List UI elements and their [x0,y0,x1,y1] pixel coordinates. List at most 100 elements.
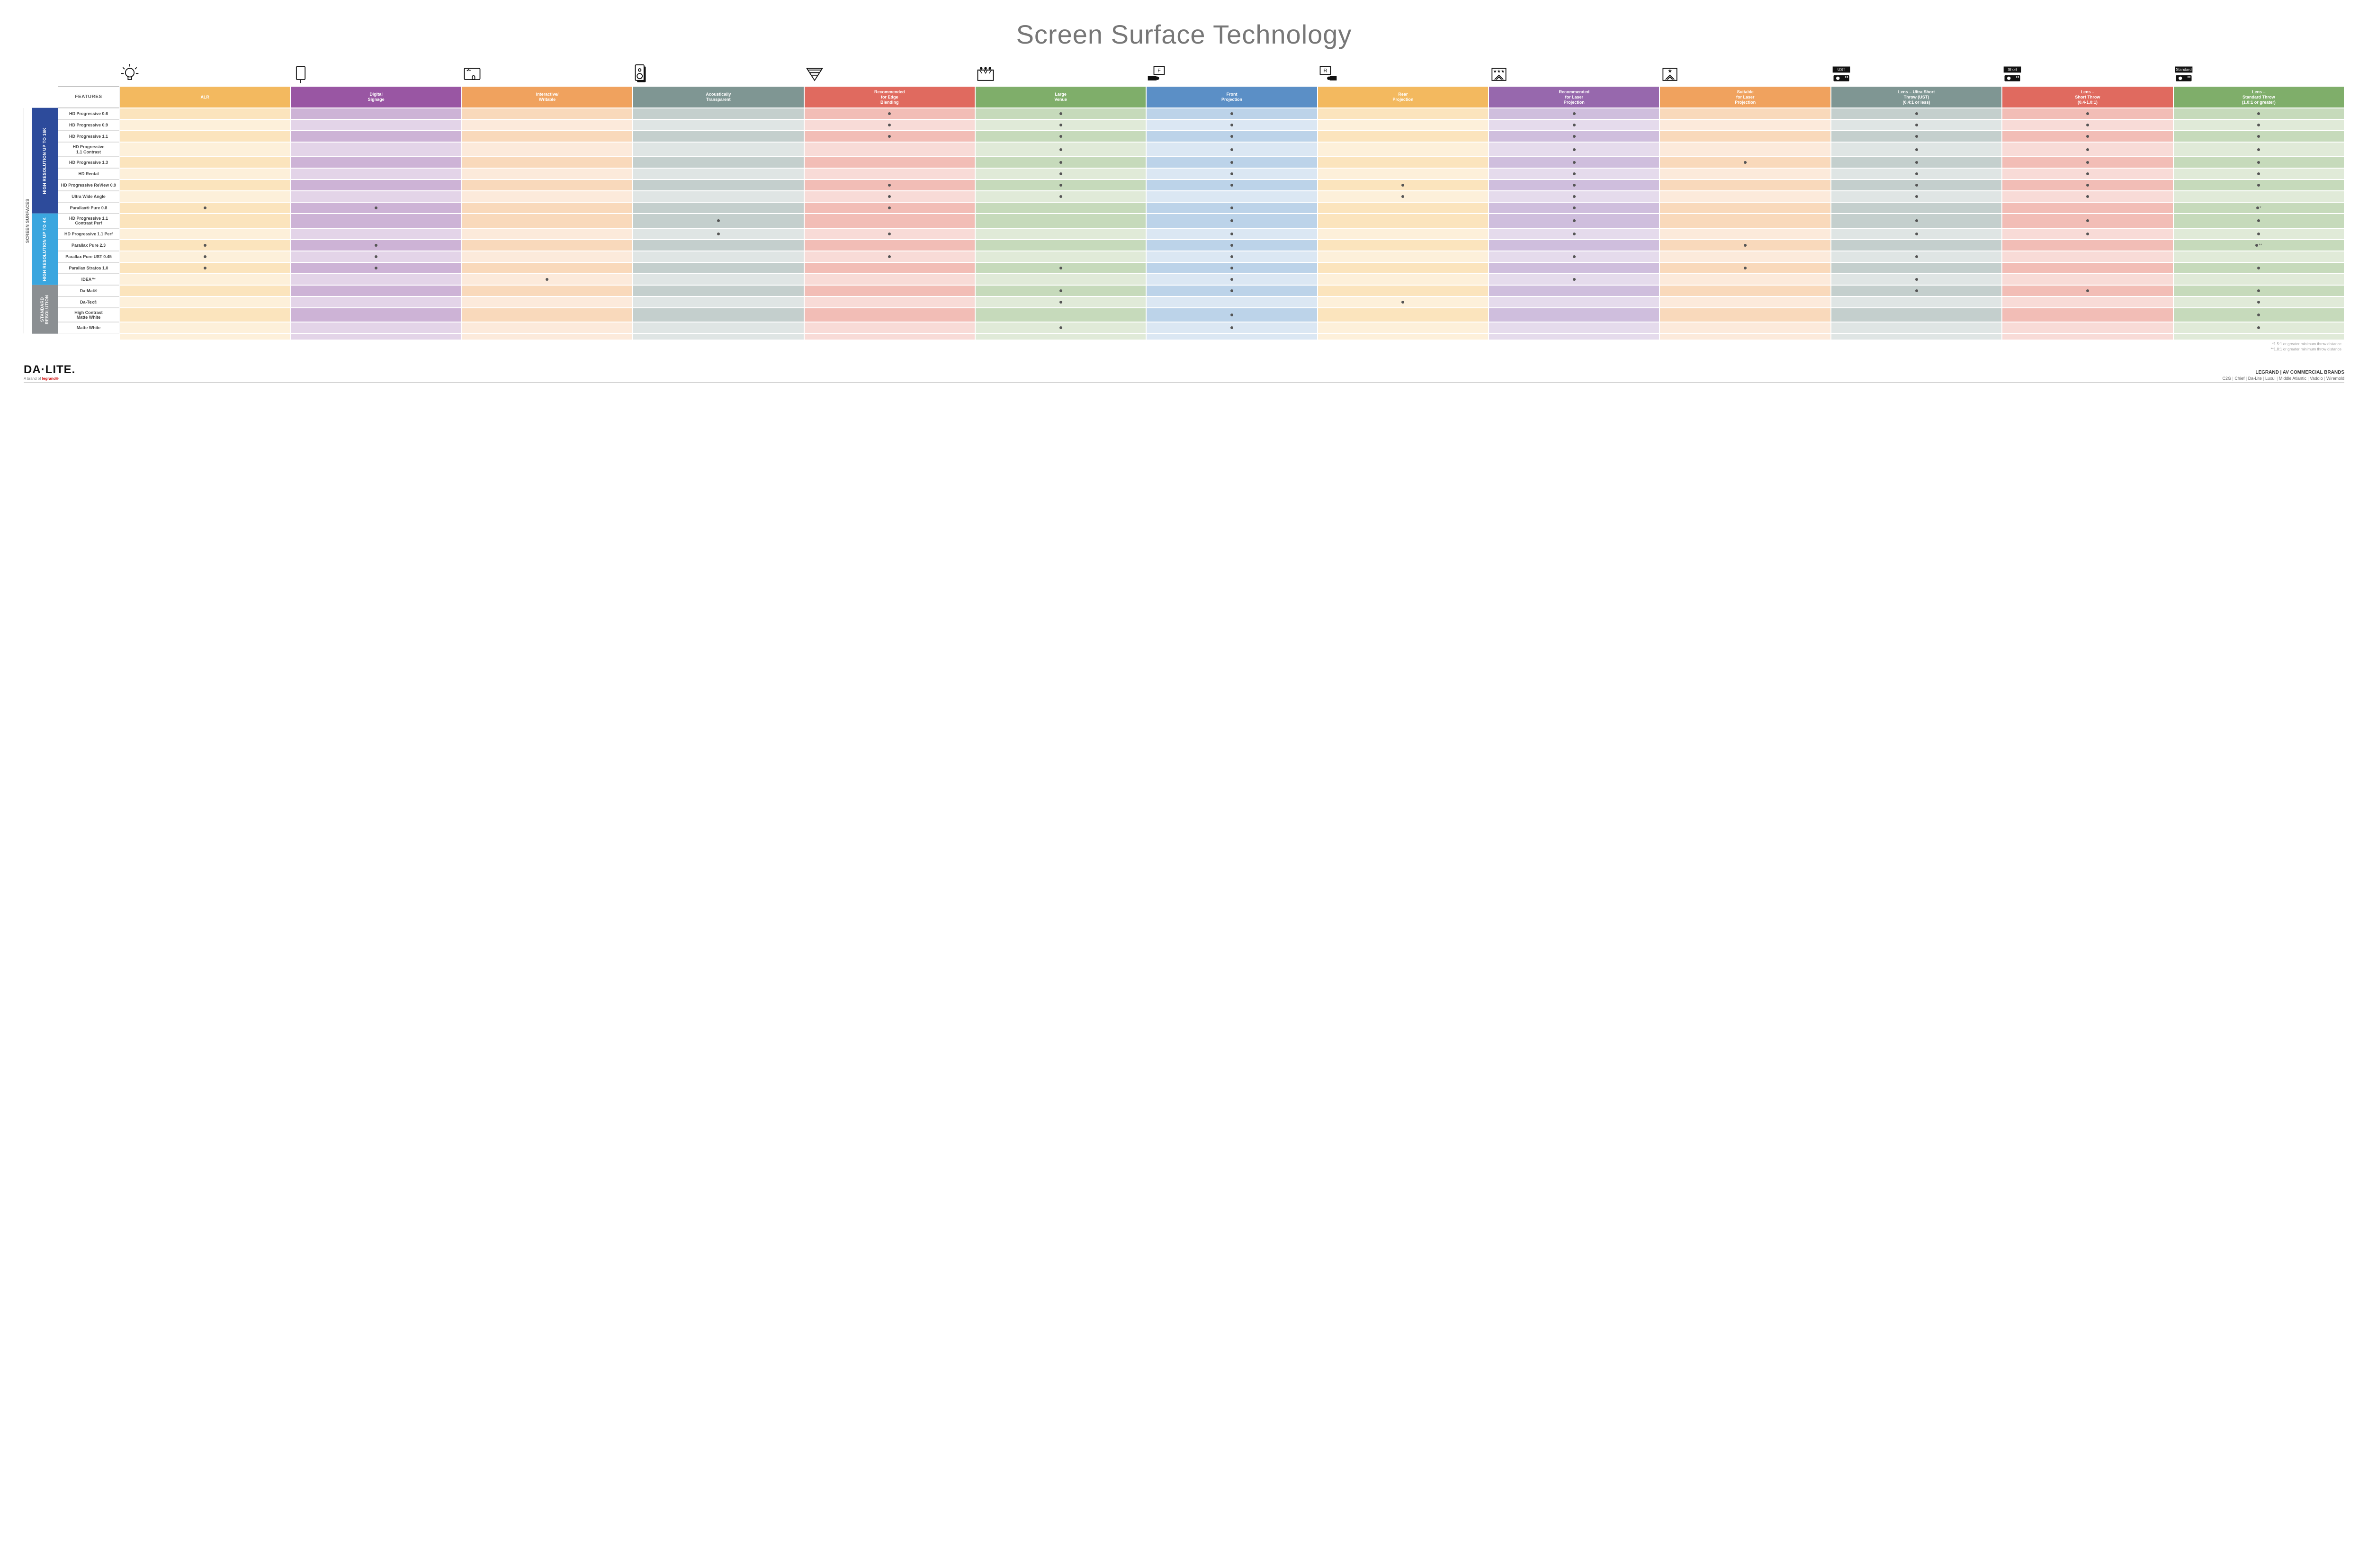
cell [290,214,461,228]
cell [1659,251,1830,262]
cell [2002,228,2173,240]
cell [1659,274,1830,285]
cell [1318,262,1489,274]
venue-icon [975,64,1146,86]
row-label: IDEA™ [58,274,119,285]
col-header-signage: DigitalSignage [290,86,461,108]
row-label: HD Progressive 1.1 Perf [58,228,119,240]
cell [1831,262,2002,274]
cell [804,285,975,296]
cell [1146,142,1317,157]
acoustic-icon [633,64,804,86]
cell [1489,168,1659,179]
cell [2002,285,2173,296]
spacer-cell [1318,333,1489,340]
cell [1831,157,2002,168]
svg-text:Standard: Standard [2176,68,2192,72]
cell [290,308,461,323]
cell [1659,214,1830,228]
cell [633,322,804,333]
cell [975,285,1146,296]
cell [290,251,461,262]
cell [975,168,1146,179]
cell [119,240,290,251]
cell [462,228,633,240]
cell [1659,285,1830,296]
cell [804,119,975,131]
cell [1489,157,1659,168]
footer-brands: C2GChiefDa-LiteLuxulMiddle AtlanticVaddi… [2222,376,2344,381]
cell [2173,157,2344,168]
cell [1489,251,1659,262]
cell [975,322,1146,333]
cell [975,191,1146,202]
cell [2002,296,2173,308]
cell: ** [2173,240,2344,251]
cell [1659,168,1830,179]
cell [290,228,461,240]
cell [1659,322,1830,333]
cell [1831,251,2002,262]
edge-icon [804,64,975,86]
cell [804,108,975,119]
cell [1831,240,2002,251]
cell [633,228,804,240]
cell [462,296,633,308]
row-label: HD Progressive 1.1Contrast Perf [58,214,119,228]
cell [2002,191,2173,202]
spacer-cell [633,333,804,340]
cell [633,191,804,202]
cell [119,296,290,308]
row-label: HD Progressive 0.6 [58,108,119,119]
cell [1659,262,1830,274]
row-label: HD Progressive 1.1 [58,131,119,142]
std-icon: Standard [2173,64,2344,86]
cell [1831,308,2002,323]
cell [119,168,290,179]
cell [1318,191,1489,202]
brand-item: Wiremold [2326,376,2344,381]
cell [633,119,804,131]
suitlaser-icon: ★ [1659,64,1830,86]
row-label: HD Progressive 1.3 [58,157,119,168]
cell [1318,228,1489,240]
cell [119,322,290,333]
cell [1489,191,1659,202]
row-label: Parallax Pure 2.3 [58,240,119,251]
cell [1831,285,2002,296]
alr-icon [119,64,290,86]
cell [1146,214,1317,228]
cell [1831,202,2002,214]
cell [2002,251,2173,262]
cell [462,262,633,274]
cell [119,142,290,157]
cell [804,251,975,262]
front-icon: F [1146,64,1317,86]
row-label: Da-Mat® [58,285,119,296]
cell [2002,214,2173,228]
cell [804,262,975,274]
cell [2002,202,2173,214]
cell [1659,179,1830,191]
row-label: HD Rental [58,168,119,179]
cell [1659,296,1830,308]
cell [975,251,1146,262]
cell [290,262,461,274]
cell [462,119,633,131]
cell [1318,240,1489,251]
cell [119,262,290,274]
cell [975,240,1146,251]
cell [1489,179,1659,191]
cell [1831,322,2002,333]
spacer-cell [2002,333,2173,340]
cell [1489,308,1659,323]
cell [975,308,1146,323]
cell [462,168,633,179]
cell [1831,214,2002,228]
cell [1489,202,1659,214]
cell [975,228,1146,240]
cell [2002,142,2173,157]
cell [119,251,290,262]
cell [1146,228,1317,240]
row-label: Ultra Wide Angle [58,191,119,202]
